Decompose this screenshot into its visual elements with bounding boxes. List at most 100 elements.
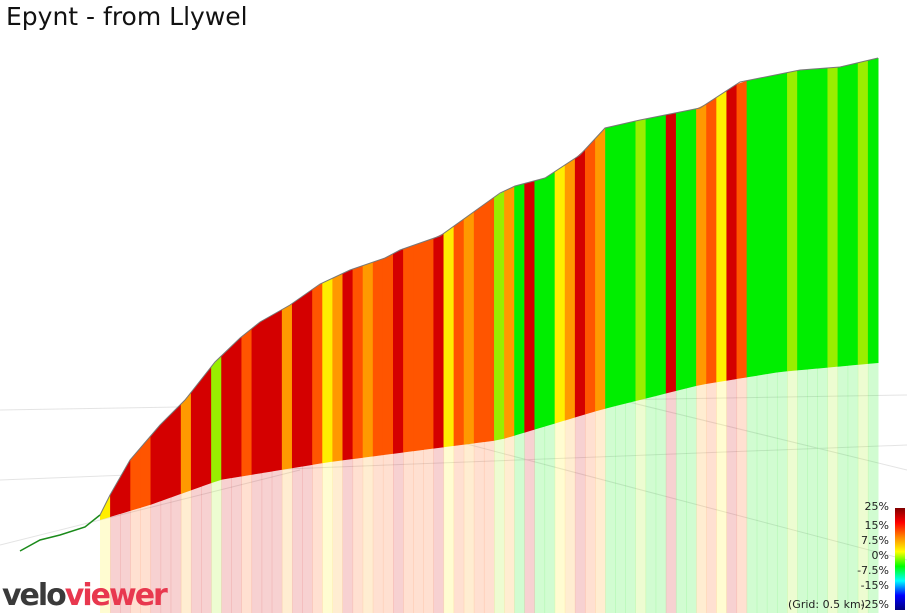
segment-reflection — [180, 490, 192, 613]
segment-reflection — [827, 366, 839, 613]
segment-reflection — [615, 403, 626, 613]
segment-reflection — [413, 449, 424, 613]
gradient-legend: 25% 15% 7.5% 0% -7.5% -15% -25% — [777, 500, 907, 613]
segment-reflection — [221, 478, 232, 613]
segment-reflection — [574, 414, 586, 613]
gradient-segment — [554, 164, 566, 424]
legend-tick: 7.5% — [861, 534, 889, 547]
gradient-segment — [241, 328, 253, 477]
segment-reflection — [281, 468, 293, 613]
grid-note: (Grid: 0.5 km) — [788, 598, 865, 611]
gradient-segment — [221, 345, 232, 480]
segment-reflection — [787, 370, 798, 613]
gradient-segment — [160, 413, 172, 502]
gradient-segment — [756, 76, 768, 376]
segment-reflection — [251, 473, 263, 613]
ground-grid-line — [599, 394, 907, 471]
segment-reflection — [655, 393, 667, 613]
segment-reflection — [564, 417, 576, 613]
gradient-segment — [130, 447, 141, 511]
gradient-segment — [271, 309, 283, 472]
gradient-segment — [312, 282, 323, 465]
gradient-segment — [665, 112, 677, 394]
segment-reflection — [686, 385, 697, 613]
segment-reflection — [776, 371, 788, 613]
gradient-segment — [584, 138, 596, 415]
gradient-segment — [635, 118, 647, 402]
segment-reflection — [867, 363, 879, 613]
segment-reflection — [130, 507, 141, 613]
gradient-segment — [716, 90, 727, 383]
legend-tick: -15% — [860, 579, 889, 592]
segment-reflection — [150, 501, 162, 613]
segment-reflection — [332, 460, 343, 613]
gradient-segment — [291, 296, 303, 469]
segment-reflection — [100, 516, 111, 613]
gradient-segment — [807, 68, 818, 370]
gradient-segment — [615, 123, 626, 407]
gradient-segment — [867, 58, 879, 364]
gradient-segment — [504, 186, 515, 439]
segment-reflection — [483, 440, 495, 613]
gradient-segment — [100, 493, 111, 520]
segment-reflection — [635, 398, 647, 613]
segment-reflection — [726, 378, 738, 613]
gradient-segment — [322, 277, 333, 464]
segment-reflection — [675, 388, 687, 613]
gradient-segment — [302, 289, 313, 467]
segment-reflection — [110, 513, 121, 613]
segment-reflection — [706, 382, 717, 613]
segment-reflection — [645, 395, 657, 613]
gradient-segment — [564, 158, 576, 421]
segment-reflection — [302, 464, 313, 613]
gradient-segment — [787, 70, 798, 372]
gradient-segment — [342, 268, 354, 461]
gradient-segment — [201, 366, 212, 487]
segment-reflection — [190, 486, 202, 613]
profile-top-edge — [99, 57, 879, 516]
segment-reflection — [372, 455, 384, 613]
approach-route-line — [19, 514, 101, 552]
segment-reflection — [463, 443, 475, 613]
gradient-segment — [645, 116, 657, 399]
gradient-segment — [443, 225, 455, 448]
gradient-segment — [827, 67, 839, 368]
gradient-segment — [736, 80, 748, 380]
segment-reflection — [140, 504, 152, 613]
segment-reflection — [291, 466, 303, 613]
segment-reflection — [716, 380, 727, 613]
segment-reflection — [393, 452, 404, 613]
gradient-segment — [433, 233, 445, 449]
gradient-segment — [190, 379, 202, 491]
segment-reflection — [665, 390, 677, 613]
gradient-segment — [746, 78, 758, 378]
segment-reflection — [473, 442, 485, 613]
segment-reflection — [433, 447, 445, 613]
gradient-segment — [180, 391, 192, 494]
chart-title: Epynt - from Llywel — [6, 2, 248, 31]
gradient-segment — [857, 60, 869, 365]
segment-reflection — [534, 426, 546, 613]
legend-tick: 15% — [864, 519, 889, 532]
segment-reflection — [524, 429, 535, 613]
segment-reflection — [766, 372, 778, 613]
segment-reflection — [847, 364, 859, 613]
gradient-segment — [605, 125, 616, 409]
gradient-segment — [251, 320, 263, 475]
segment-reflection — [362, 456, 374, 613]
gradient-segment — [686, 108, 697, 389]
segment-reflection — [201, 482, 212, 613]
segment-reflection — [857, 363, 869, 613]
gradient-segment — [847, 62, 859, 366]
gradient-segment — [372, 258, 384, 457]
gradient-segment — [332, 273, 343, 462]
gradient-segment — [797, 69, 808, 371]
segment-reflection — [120, 510, 131, 613]
segment-reflection — [271, 469, 283, 613]
gradient-segment — [170, 403, 182, 498]
legend-tick: -25% — [860, 598, 889, 611]
gradient-segment — [211, 355, 222, 484]
segment-reflection — [595, 408, 606, 613]
segment-reflection — [746, 375, 758, 613]
gradient-segment — [625, 120, 637, 404]
